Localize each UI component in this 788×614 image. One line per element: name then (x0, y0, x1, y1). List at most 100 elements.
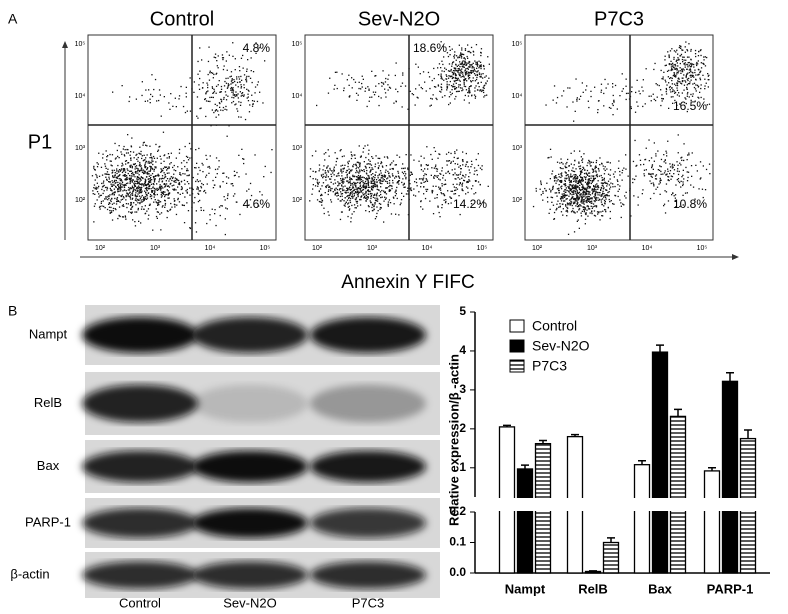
dot (692, 72, 694, 74)
dot (154, 199, 156, 201)
dot (664, 79, 666, 81)
dot (456, 79, 458, 81)
dot (426, 146, 428, 148)
dot (153, 175, 155, 178)
dot (236, 108, 238, 110)
dot (588, 185, 590, 187)
dot (650, 175, 652, 177)
dot (668, 55, 670, 57)
dot (540, 183, 542, 186)
dot (194, 167, 196, 169)
dot (141, 81, 143, 83)
dot (261, 194, 263, 196)
dot (143, 141, 145, 143)
dot (469, 172, 471, 174)
dot (666, 84, 668, 86)
dot (328, 185, 330, 188)
dot (217, 55, 219, 57)
dot (482, 77, 484, 79)
dot (118, 157, 120, 159)
dot (354, 81, 357, 83)
dot (243, 74, 246, 76)
dot (139, 163, 141, 165)
dot (146, 194, 148, 196)
dot (657, 150, 659, 152)
dot (136, 182, 138, 185)
dot (461, 177, 463, 179)
panel-label: B (8, 303, 17, 319)
dot (594, 166, 596, 168)
dot (653, 185, 655, 187)
dot (186, 168, 188, 170)
dot (625, 154, 627, 156)
dot (157, 173, 159, 175)
dot (548, 188, 551, 190)
dot (692, 186, 695, 188)
dot (452, 83, 455, 85)
dot (476, 73, 478, 76)
dot (568, 170, 570, 172)
dot (426, 188, 429, 191)
dot (178, 183, 181, 186)
dot (653, 192, 655, 195)
dot (316, 181, 318, 183)
dot (340, 168, 342, 170)
dot (655, 178, 658, 180)
dot (153, 157, 156, 159)
dot (116, 149, 118, 152)
dot (679, 67, 681, 69)
y-tick-label: 0.1 (449, 535, 466, 549)
dot (225, 176, 228, 178)
dot (355, 185, 357, 187)
dot (362, 182, 364, 184)
dot (699, 161, 702, 163)
dot (667, 51, 669, 53)
dot (593, 188, 596, 191)
dot (619, 170, 621, 173)
dot (580, 172, 582, 174)
dot (121, 165, 123, 167)
dot (129, 181, 131, 183)
dot (691, 64, 693, 66)
dot (188, 142, 191, 145)
dot (119, 187, 122, 189)
dot (452, 174, 455, 176)
dot (129, 196, 131, 198)
dot (162, 191, 165, 193)
dot (575, 199, 577, 201)
dot (468, 71, 470, 73)
dot (127, 172, 129, 175)
dot (103, 180, 105, 182)
dot (113, 176, 116, 178)
dot (669, 89, 671, 91)
dot (173, 188, 176, 190)
dot (357, 94, 359, 96)
dot (695, 74, 697, 76)
dot (452, 61, 454, 64)
dot (186, 161, 188, 164)
dot (453, 156, 455, 159)
x-tick-label: 10⁴ (205, 245, 216, 252)
dot (679, 62, 681, 65)
dot (129, 174, 131, 177)
dot (150, 197, 153, 200)
dot (360, 187, 362, 190)
dot (372, 176, 375, 178)
dot (403, 186, 405, 188)
dot (676, 49, 678, 51)
dot (337, 181, 339, 183)
dot (707, 86, 709, 88)
dot (590, 200, 592, 203)
dot (178, 201, 181, 203)
dot (427, 168, 429, 170)
dot (204, 98, 207, 100)
dot (150, 181, 152, 183)
dot (456, 65, 458, 67)
dot (669, 163, 671, 165)
y-tick-label: 10⁴ (512, 93, 523, 100)
dot (151, 160, 153, 162)
dot (198, 166, 200, 169)
dot (579, 196, 581, 198)
dot (213, 56, 215, 58)
